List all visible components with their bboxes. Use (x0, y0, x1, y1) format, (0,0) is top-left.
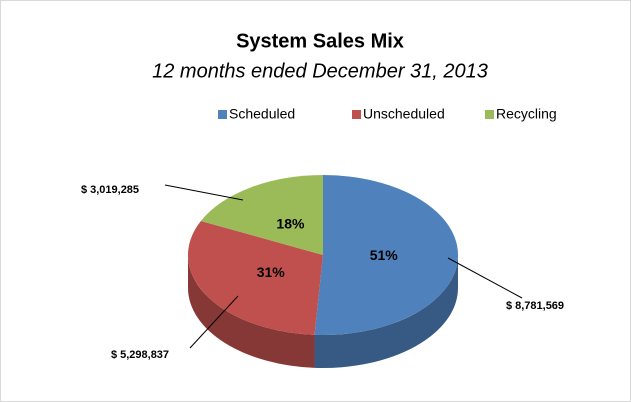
legend-label: Unscheduled (363, 106, 445, 122)
amount-label: $ 5,298,837 (111, 349, 169, 361)
pie-slice (314, 175, 458, 335)
legend-label: Recycling (496, 106, 557, 122)
percent-label: 51% (370, 247, 399, 263)
pie-slice (187, 220, 323, 335)
pie-side (314, 255, 458, 368)
legend-label: Scheduled (229, 106, 295, 122)
pie-slice (200, 175, 323, 255)
leader-line (189, 295, 239, 349)
percent-label: 18% (276, 215, 305, 231)
chart-title: System Sales Mix (236, 30, 404, 52)
leader-line (164, 184, 244, 201)
amount-label: $ 8,781,569 (506, 300, 564, 312)
legend-swatch (218, 110, 227, 119)
percent-label: 31% (257, 264, 286, 280)
pie-side (188, 255, 315, 368)
legend-swatch (485, 110, 494, 119)
legend-swatch (352, 110, 361, 119)
leader-line (447, 257, 523, 299)
chart-subtitle: 12 months ended December 31, 2013 (152, 60, 488, 82)
amount-label: $ 3,019,285 (81, 184, 139, 196)
